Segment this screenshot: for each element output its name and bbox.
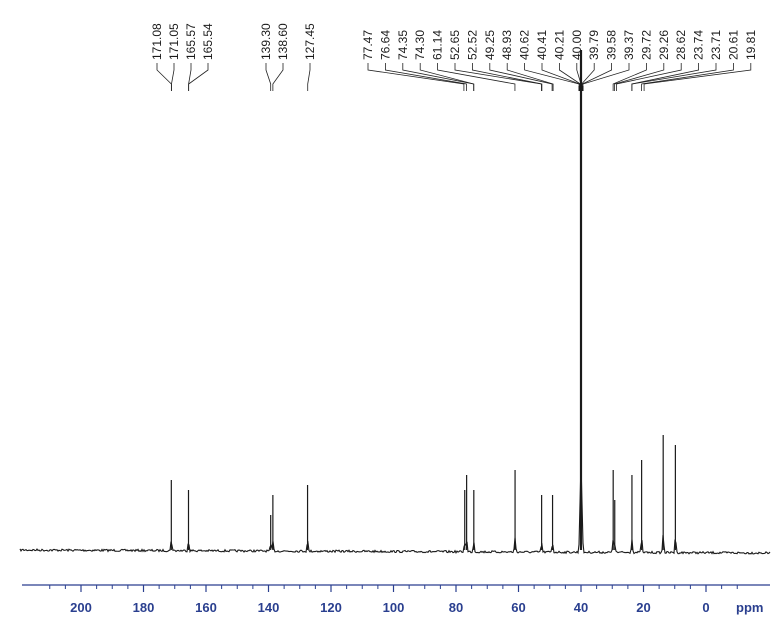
peak-label: 49.25 bbox=[483, 30, 497, 60]
peak-label: 39.79 bbox=[587, 30, 601, 60]
peak-leader bbox=[581, 63, 595, 91]
peak-label: 39.58 bbox=[605, 30, 619, 60]
peak-label: 20.61 bbox=[726, 30, 740, 60]
solvent-peak-marker bbox=[578, 86, 584, 91]
x-tick-label: 160 bbox=[195, 600, 217, 615]
peak-label: 76.64 bbox=[378, 30, 392, 60]
x-tick-label: 40 bbox=[574, 600, 588, 615]
peak-label: 52.52 bbox=[465, 30, 479, 60]
peak-leader bbox=[367, 63, 465, 91]
peak-label: 48.93 bbox=[500, 30, 514, 60]
peak-label: 165.57 bbox=[184, 23, 198, 60]
x-axis-unit-label: ppm bbox=[736, 600, 763, 615]
peak-leader bbox=[272, 63, 284, 91]
peak-leader bbox=[437, 63, 516, 91]
peak-leader bbox=[631, 63, 717, 91]
x-tick-label: 100 bbox=[383, 600, 405, 615]
peak-leader bbox=[541, 63, 581, 91]
peak-label: 28.62 bbox=[674, 30, 688, 60]
peak-leader bbox=[506, 63, 554, 91]
peak-leader bbox=[188, 63, 209, 91]
x-tick-label: 140 bbox=[258, 600, 280, 615]
peak-label: 29.26 bbox=[657, 30, 671, 60]
peak-label: 40.21 bbox=[552, 30, 566, 60]
spectrum-trace bbox=[19, 50, 771, 555]
peak-label: 23.74 bbox=[692, 30, 706, 60]
peak-leader bbox=[641, 63, 734, 91]
peak-label: 29.72 bbox=[639, 30, 653, 60]
peak-label-leaders bbox=[156, 63, 752, 91]
x-axis-ticks: 200 180 160 140 120 100 80 60 40 20 0 bbox=[49, 585, 738, 615]
peak-leader bbox=[616, 63, 682, 91]
x-tick-label: 180 bbox=[133, 600, 155, 615]
peak-label: 165.54 bbox=[201, 23, 215, 60]
peak-leader bbox=[419, 63, 475, 91]
peak-label: 23.71 bbox=[709, 30, 723, 60]
peak-leader bbox=[307, 63, 311, 91]
peak-leader bbox=[454, 63, 542, 91]
peak-label: 61.14 bbox=[431, 30, 445, 60]
peak-label: 19.81 bbox=[744, 30, 758, 60]
spectrum-baseline bbox=[19, 463, 771, 555]
peak-label: 139.30 bbox=[259, 23, 273, 60]
x-tick-label: 80 bbox=[449, 600, 463, 615]
peak-label: 127.45 bbox=[303, 23, 317, 60]
x-tick-label: 60 bbox=[511, 600, 525, 615]
peak-label: 171.08 bbox=[150, 23, 164, 60]
peak-label: 77.47 bbox=[361, 30, 375, 60]
peak-label: 171.05 bbox=[167, 23, 181, 60]
peak-label: 74.35 bbox=[396, 30, 410, 60]
peak-leader bbox=[559, 63, 581, 91]
peak-leader bbox=[171, 63, 175, 91]
peak-leader bbox=[582, 63, 630, 91]
x-tick-label: 0 bbox=[702, 600, 709, 615]
peak-labels: 171.08 171.05 165.57 165.54 139.30 138.60 127.… bbox=[150, 23, 758, 60]
x-tick-label: 120 bbox=[320, 600, 342, 615]
peak-label: 40.41 bbox=[535, 30, 549, 60]
peak-leader bbox=[265, 63, 272, 91]
peak-leader bbox=[614, 63, 665, 91]
peak-label: 52.65 bbox=[448, 30, 462, 60]
peak-label: 39.37 bbox=[622, 30, 636, 60]
peak-leader bbox=[472, 63, 543, 91]
x-tick-label: 200 bbox=[70, 600, 92, 615]
peak-leader bbox=[156, 63, 172, 91]
peak-leader bbox=[489, 63, 553, 91]
x-tick-label: 20 bbox=[636, 600, 650, 615]
peak-label: 74.30 bbox=[413, 30, 427, 60]
peak-label: 138.60 bbox=[276, 23, 290, 60]
peak-leader bbox=[612, 63, 647, 91]
peak-leader bbox=[643, 63, 752, 91]
peak-label: 40.62 bbox=[518, 30, 532, 60]
peak-leader bbox=[385, 63, 467, 91]
